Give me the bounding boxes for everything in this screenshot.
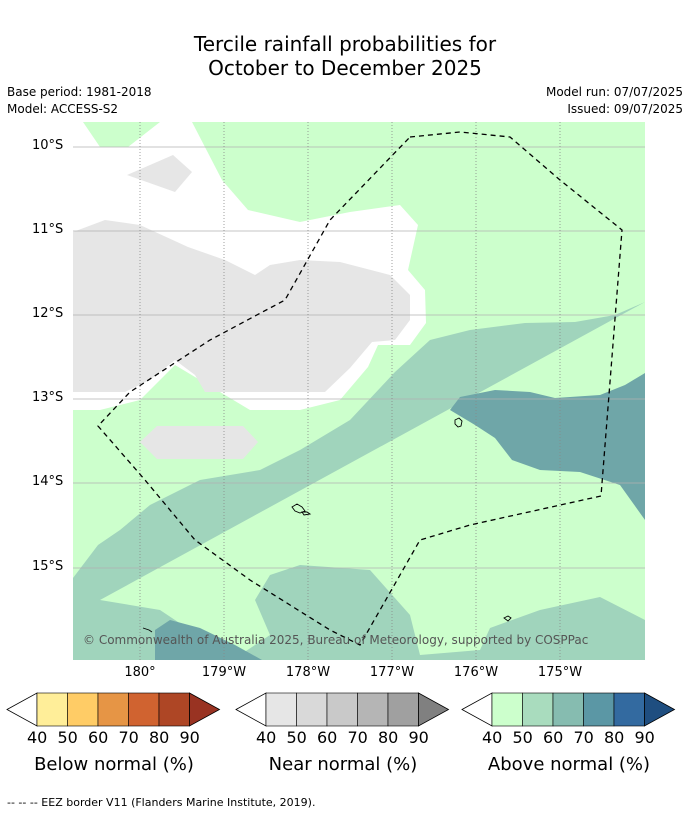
colorbar-tick-label: 80 [149,728,170,747]
region-above-normal-50 [73,302,645,660]
lon-label-177w: 177°W [369,665,415,680]
colorbar-cell [491,692,523,727]
colorbar-arrow-high [644,692,676,727]
lat-label-13s: 13°S [32,390,64,405]
colorbar-title-above: Above normal (%) [487,754,651,775]
colorbar-tick-label: 90 [179,728,200,747]
lat-label-12s: 12°S [32,306,64,321]
region-near-normal-40-south [140,426,258,459]
colorbar-tick-label: 90 [408,728,429,747]
lon-label-180: 180° [124,665,156,680]
island-vava-u [454,417,463,428]
region-near-normal-40-small [127,155,192,192]
region-above-normal-60-southwest [155,620,262,660]
colorbar-tick-label: 40 [256,728,277,747]
colorbar-near-normal [235,692,450,727]
colorbar-tick-label: 40 [482,728,503,747]
colorbar-cell [552,692,584,727]
colorbar-tick-label: 90 [634,728,655,747]
lat-label-10s: 10°S [32,138,64,153]
colorbar-tick-label: 60 [317,728,338,747]
colorbar-tick-label: 80 [604,728,625,747]
colorbar-arrow-low [6,692,38,727]
lon-label-178w: 178°W [285,665,331,680]
eez-border [97,131,623,646]
lat-gridlines [73,146,645,569]
island-west [142,627,153,633]
issued-date: Issued: 09/07/2025 [567,102,683,116]
colorbar-cell [387,692,419,727]
colorbar-cell [128,692,160,727]
colorbar-below-normal [6,692,221,727]
lat-label-11s: 11°S [32,222,64,237]
eez-footnote: -- -- -- EEZ border V11 (Flanders Marine… [7,796,316,809]
lat-label-14s: 14°S [32,474,64,489]
copyright-notice: © Commonwealth of Australia 2025, Bureau… [83,633,589,647]
colorbar-cell [326,692,358,727]
colorbar-cell [67,692,99,727]
colorbar-cell [158,692,190,727]
colorbar-arrow-high [189,692,221,727]
lat-label-15s: 15°S [32,559,64,574]
colorbar-cell [583,692,615,727]
colorbar-title-near: Near normal (%) [268,754,418,775]
colorbar-tick-label: 50 [57,728,78,747]
colorbar-tick-label: 60 [543,728,564,747]
colorbar-arrow-high [418,692,450,727]
colorbar-title-below: Below normal (%) [34,754,194,775]
island-ha-apai [291,503,312,516]
colorbar-arrow-low [235,692,267,727]
colorbar-tick-label: 40 [27,728,48,747]
lon-label-179w: 179°W [201,665,247,680]
region-near-normal-40-large [73,220,410,392]
title-line-2: October to December 2025 [208,56,482,80]
colorbar-tick-label: 50 [512,728,533,747]
lon-label-176w: 176°W [453,665,499,680]
colorbar-tick-label: 50 [286,728,307,747]
map-regions [73,122,645,660]
colorbar-cell [522,692,554,727]
title-line-1: Tercile rainfall probabilities for [193,32,497,56]
meta-right: Model run: 07/07/2025 Issued: 09/07/2025 [546,84,683,118]
colorbar-cell [36,692,68,727]
colorbar-tick-label: 70 [347,728,368,747]
model-run: Model run: 07/07/2025 [545,85,683,99]
colorbar-cell [265,692,297,727]
colorbar-cell [97,692,129,727]
lon-label-175w: 175°W [537,665,583,680]
island-east [503,615,512,622]
colorbar-tick-label: 70 [118,728,139,747]
colorbar-arrow-low [461,692,493,727]
colorbar-cell [613,692,645,727]
colorbar-tick-label: 70 [573,728,594,747]
base-period: Base period: 1981-2018 [7,85,152,99]
colorbar-tick-label: 80 [378,728,399,747]
meta-left: Base period: 1981-2018 Model: ACCESS-S2 [7,84,152,118]
colorbar-cell [357,692,389,727]
colorbar-cell [296,692,328,727]
region-above-normal-60-east [450,373,645,520]
colorbar-above-normal [461,692,676,727]
model-name: Model: ACCESS-S2 [7,102,119,116]
colorbar-tick-label: 60 [88,728,109,747]
